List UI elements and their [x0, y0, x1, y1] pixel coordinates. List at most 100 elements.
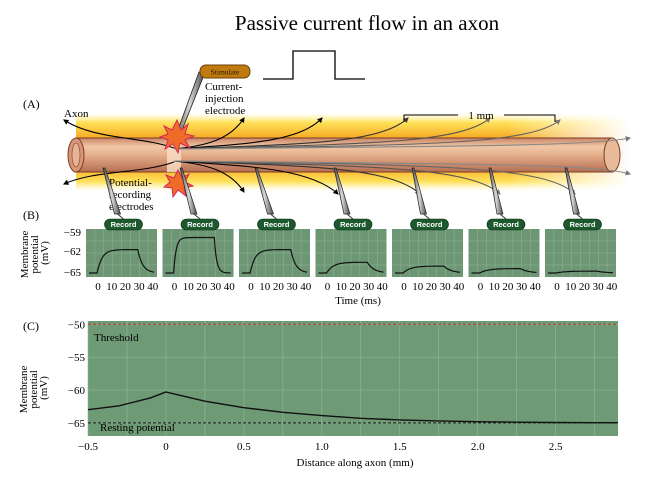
- voltage-trace: [471, 268, 537, 274]
- panel-b-xtick: 10: [565, 281, 577, 293]
- panel-b-xtick: 30: [593, 281, 605, 293]
- panel-b-xtick: 0: [325, 281, 331, 293]
- record-label: Record: [493, 220, 519, 229]
- panel-c-ytick: −50: [68, 319, 86, 331]
- panel-b-xtick: 20: [273, 281, 285, 293]
- recording-electrode: [564, 167, 583, 220]
- record-badge: [104, 218, 143, 231]
- panel-c-xtick: 0.5: [237, 441, 251, 453]
- scale-bar: 1 mm: [403, 110, 556, 122]
- record-label: Record: [264, 220, 290, 229]
- panel-c-xtick: 1.5: [393, 441, 407, 453]
- recording-panel: 0 10 20 30 40 Record: [86, 218, 159, 293]
- current-arrow-top-5: [173, 119, 561, 150]
- panel-b-xtick: 30: [134, 281, 146, 293]
- panel-b-xtick: 30: [210, 281, 222, 293]
- panel-b-ytick: −59: [64, 227, 82, 239]
- voltage-trace: [242, 249, 308, 274]
- panel-b-xtick: 10: [259, 281, 271, 293]
- record-label: Record: [570, 220, 596, 229]
- recording-electrode: [411, 167, 430, 220]
- panel-b: (B) Membrane potential (mV) −59 −62 −65 …: [19, 208, 618, 307]
- panel-b-ytick: −62: [64, 246, 81, 258]
- panel-c-ytick: −65: [68, 418, 86, 430]
- panel-b-xlabel: Time (ms): [335, 295, 381, 307]
- panel-c-ylabel-line: potential: [28, 370, 40, 409]
- recording-panel: 0 10 20 30 40 Record: [468, 218, 541, 293]
- panel-b-xtick: 20: [502, 281, 514, 293]
- panel-c-plot-area: [88, 321, 618, 436]
- panel-b-xtick: 30: [440, 281, 452, 293]
- current-arrow-top-4: [173, 117, 491, 150]
- panel-b-ylabel-line: Membrane: [19, 230, 31, 278]
- panel-b-xtick: 0: [248, 281, 254, 293]
- recording-label: Potential- recording electrodes: [109, 177, 155, 213]
- spark-icon: [158, 118, 196, 155]
- stimulate-box: Stimulate: [199, 64, 251, 79]
- panel-b-xtick: 40: [377, 281, 389, 293]
- panel-b-xtick: 10: [183, 281, 195, 293]
- panel-b-xticks: 0 10 20 30 40: [95, 281, 159, 293]
- current-arrow-left-top: [63, 119, 175, 149]
- record-label: Record: [417, 220, 443, 229]
- injection-label-line: injection: [205, 93, 244, 105]
- panel-b-xtick: 20: [196, 281, 208, 293]
- panel-c-ylabel-line: Membrane: [18, 365, 30, 413]
- stimulus-pulse-icon: [263, 50, 365, 80]
- recording-label-line: Potential-: [109, 177, 152, 189]
- voltage-trace: [165, 236, 231, 274]
- voltage-trace: [395, 265, 460, 274]
- injection-label-line: Current-: [205, 81, 243, 93]
- stimulate-label: Stimulate: [211, 68, 240, 77]
- panel-b-xtick: 0: [478, 281, 484, 293]
- potential-decay-curve: [87, 391, 618, 424]
- panel-b-xtick: 10: [412, 281, 424, 293]
- panel-b-xticks: 0 10 20 30 40: [554, 281, 618, 293]
- panel-b-xtick: 0: [401, 281, 407, 293]
- panel-b-xtick: 10: [106, 281, 118, 293]
- current-flow-arrows: [62, 117, 632, 195]
- recording-panel: 0 10 20 30 40 Record: [162, 218, 236, 293]
- panel-b-ylabel: Membrane potential (mV): [19, 228, 51, 278]
- current-arrow-top-2: [173, 117, 323, 150]
- current-arrow-bottom-4: [173, 160, 501, 195]
- record-label: Record: [111, 220, 137, 229]
- current-arrow-bottom-5: [173, 160, 576, 195]
- resting-label: Resting potential: [100, 422, 175, 434]
- recording-electrodes: [102, 167, 583, 220]
- panel-b-xtick: 20: [579, 281, 591, 293]
- panel-c-ytick: −55: [68, 352, 86, 364]
- panel-b-xticks: 0 10 20 30 40: [172, 281, 236, 293]
- record-badge: [563, 218, 602, 231]
- panel-b-xtick: 0: [95, 281, 101, 293]
- panel-b-ylabel-line: potential: [29, 235, 41, 274]
- panel-a: (A): [23, 50, 636, 220]
- panel-b-xtick: 0: [172, 281, 178, 293]
- panel-b-xtick: 30: [363, 281, 375, 293]
- injection-electrode: [158, 71, 205, 199]
- voltage-trace: [318, 261, 384, 274]
- record-badge: [333, 218, 373, 231]
- record-badge: [410, 218, 449, 231]
- voltage-trace: [548, 270, 613, 274]
- panel-c-xtick: 2.0: [471, 441, 485, 453]
- record-label: Record: [187, 220, 213, 229]
- panel-b-xticks: 0 10 20 30 40: [401, 281, 465, 293]
- current-arrow-bottom-2: [173, 160, 339, 195]
- current-arrow-top-6: [173, 136, 632, 150]
- panel-a-label: (A): [23, 97, 40, 111]
- panel-b-xticks: 0 10 20 30 40: [325, 281, 389, 293]
- recording-electrode: [179, 167, 201, 220]
- record-badge: [257, 218, 296, 231]
- panel-b-xtick: 20: [120, 281, 132, 293]
- recording-panel: 0 10 20 30 40 Record: [239, 218, 312, 293]
- panel-b-xtick: 20: [426, 281, 438, 293]
- injection-label-line: electrode: [205, 105, 245, 117]
- panel-c-xlabel: Distance along axon (mm): [297, 457, 414, 469]
- recording-electrode: [333, 167, 354, 220]
- panel-b-ytick: −65: [64, 267, 82, 279]
- panel-c: (C) Membrane potential (mV) −0.5 0 0.5 1.0 1…: [18, 319, 618, 469]
- recording-panel: 0 10 20 30 40 Record: [315, 218, 389, 293]
- axon-label: Axon: [64, 108, 89, 120]
